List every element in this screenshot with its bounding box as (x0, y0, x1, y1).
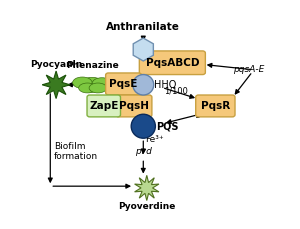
Text: 1: 1 (194, 111, 200, 120)
Ellipse shape (92, 78, 112, 89)
Ellipse shape (79, 77, 105, 92)
Text: PqsE: PqsE (109, 79, 138, 89)
Ellipse shape (89, 83, 107, 93)
Text: Biofilm
formation: Biofilm formation (54, 142, 98, 161)
Text: pvd: pvd (135, 147, 152, 156)
Text: PqsH: PqsH (119, 101, 149, 111)
FancyBboxPatch shape (87, 95, 121, 117)
Polygon shape (135, 175, 159, 201)
Text: Pyoverdine: Pyoverdine (118, 202, 176, 211)
FancyBboxPatch shape (139, 51, 206, 75)
Ellipse shape (131, 114, 155, 138)
Text: HHQ: HHQ (154, 80, 177, 90)
Text: Anthranilate: Anthranilate (106, 22, 180, 32)
Text: 1/100: 1/100 (164, 86, 188, 95)
FancyBboxPatch shape (106, 73, 141, 95)
Ellipse shape (73, 77, 92, 88)
Ellipse shape (79, 83, 96, 93)
Text: Fe³⁺: Fe³⁺ (146, 135, 164, 144)
Text: pqsA-E: pqsA-E (233, 65, 264, 74)
FancyBboxPatch shape (116, 95, 152, 117)
Ellipse shape (133, 75, 154, 95)
Text: PqsR: PqsR (201, 101, 230, 111)
Text: Phenazine: Phenazine (66, 61, 118, 70)
Polygon shape (133, 38, 153, 61)
Text: ZapE: ZapE (89, 101, 118, 111)
FancyBboxPatch shape (196, 95, 235, 117)
Text: Pyocyanin: Pyocyanin (30, 60, 82, 69)
Polygon shape (42, 71, 70, 98)
Text: PqsABCD: PqsABCD (146, 58, 199, 68)
Text: PQS: PQS (156, 121, 178, 131)
